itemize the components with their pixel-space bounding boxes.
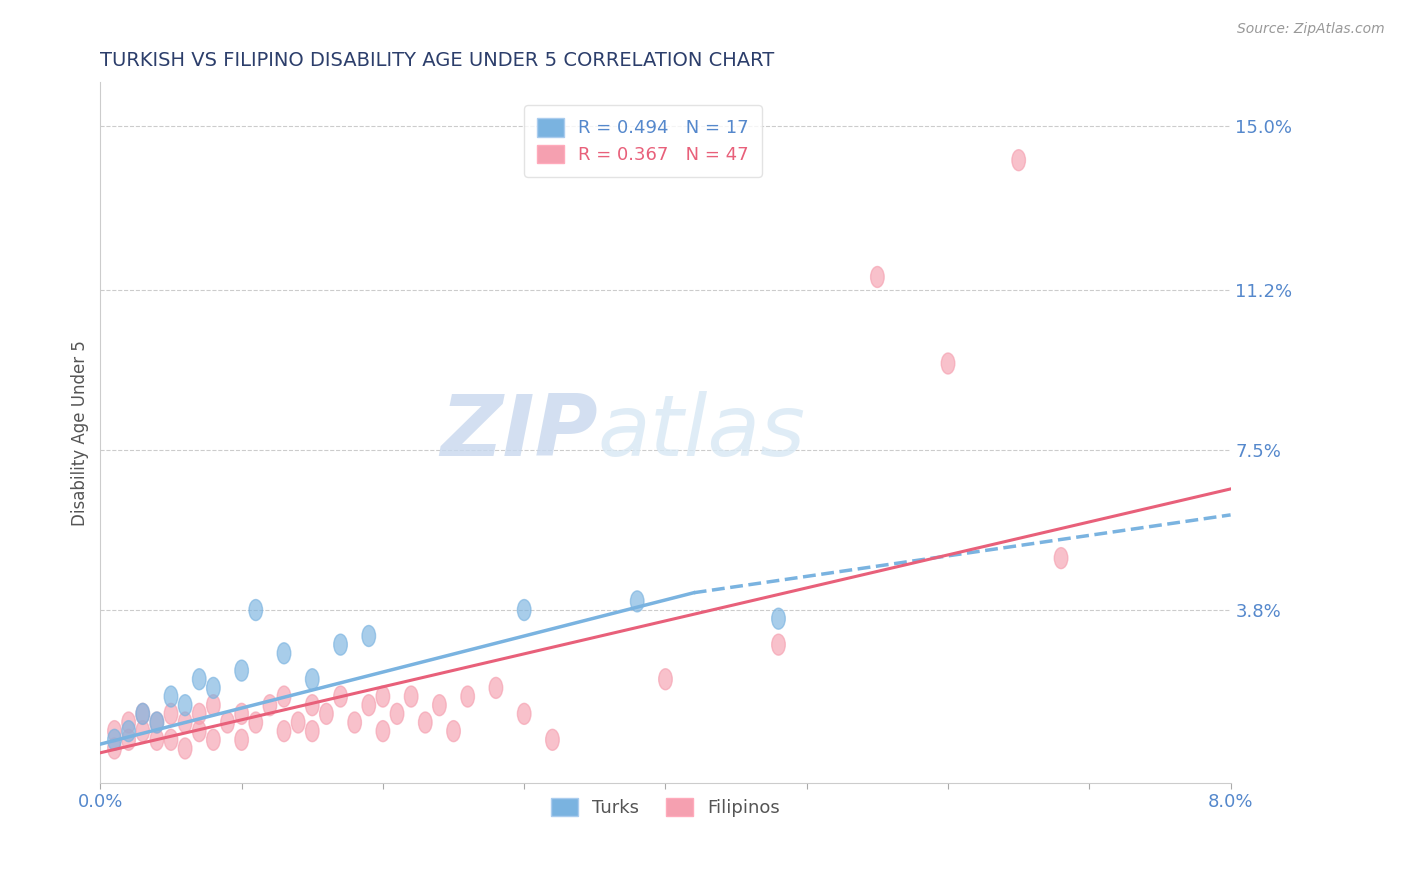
Ellipse shape — [419, 712, 432, 733]
Ellipse shape — [391, 703, 404, 724]
Ellipse shape — [122, 730, 135, 750]
Ellipse shape — [870, 267, 884, 287]
Ellipse shape — [207, 730, 221, 750]
Ellipse shape — [1012, 150, 1025, 170]
Ellipse shape — [136, 703, 149, 724]
Ellipse shape — [277, 686, 291, 707]
Ellipse shape — [235, 703, 249, 724]
Ellipse shape — [1054, 548, 1067, 568]
Y-axis label: Disability Age Under 5: Disability Age Under 5 — [72, 340, 89, 525]
Ellipse shape — [319, 703, 333, 724]
Ellipse shape — [772, 634, 786, 655]
Ellipse shape — [305, 669, 319, 690]
Ellipse shape — [405, 686, 418, 707]
Ellipse shape — [122, 712, 135, 733]
Ellipse shape — [333, 634, 347, 655]
Ellipse shape — [277, 721, 291, 741]
Ellipse shape — [941, 353, 955, 374]
Ellipse shape — [193, 669, 207, 690]
Ellipse shape — [658, 669, 672, 690]
Ellipse shape — [108, 738, 121, 759]
Ellipse shape — [249, 599, 263, 621]
Ellipse shape — [772, 608, 786, 629]
Ellipse shape — [305, 695, 319, 715]
Ellipse shape — [165, 686, 177, 707]
Legend: Turks, Filipinos: Turks, Filipinos — [543, 790, 787, 824]
Ellipse shape — [150, 730, 163, 750]
Ellipse shape — [377, 721, 389, 741]
Ellipse shape — [347, 712, 361, 733]
Ellipse shape — [277, 643, 291, 664]
Ellipse shape — [136, 721, 149, 741]
Ellipse shape — [361, 625, 375, 647]
Ellipse shape — [193, 721, 207, 741]
Ellipse shape — [150, 712, 163, 733]
Ellipse shape — [489, 677, 503, 698]
Ellipse shape — [108, 730, 121, 750]
Ellipse shape — [179, 738, 191, 759]
Ellipse shape — [249, 712, 263, 733]
Ellipse shape — [179, 695, 191, 715]
Text: atlas: atlas — [598, 392, 806, 475]
Ellipse shape — [136, 703, 149, 724]
Text: TURKISH VS FILIPINO DISABILITY AGE UNDER 5 CORRELATION CHART: TURKISH VS FILIPINO DISABILITY AGE UNDER… — [100, 51, 775, 70]
Ellipse shape — [207, 677, 221, 698]
Ellipse shape — [235, 660, 249, 681]
Ellipse shape — [377, 686, 389, 707]
Ellipse shape — [361, 695, 375, 715]
Text: ZIP: ZIP — [440, 392, 598, 475]
Ellipse shape — [108, 721, 121, 741]
Ellipse shape — [305, 721, 319, 741]
Ellipse shape — [179, 712, 191, 733]
Ellipse shape — [333, 686, 347, 707]
Ellipse shape — [447, 721, 460, 741]
Ellipse shape — [150, 712, 163, 733]
Ellipse shape — [193, 703, 207, 724]
Ellipse shape — [291, 712, 305, 733]
Ellipse shape — [630, 591, 644, 612]
Ellipse shape — [122, 721, 135, 741]
Ellipse shape — [263, 695, 277, 715]
Ellipse shape — [433, 695, 446, 715]
Ellipse shape — [165, 703, 177, 724]
Ellipse shape — [517, 599, 531, 621]
Ellipse shape — [517, 703, 531, 724]
Ellipse shape — [207, 695, 221, 715]
Ellipse shape — [165, 730, 177, 750]
Ellipse shape — [221, 712, 235, 733]
Ellipse shape — [546, 730, 560, 750]
Ellipse shape — [235, 730, 249, 750]
Text: Source: ZipAtlas.com: Source: ZipAtlas.com — [1237, 22, 1385, 37]
Ellipse shape — [461, 686, 474, 707]
